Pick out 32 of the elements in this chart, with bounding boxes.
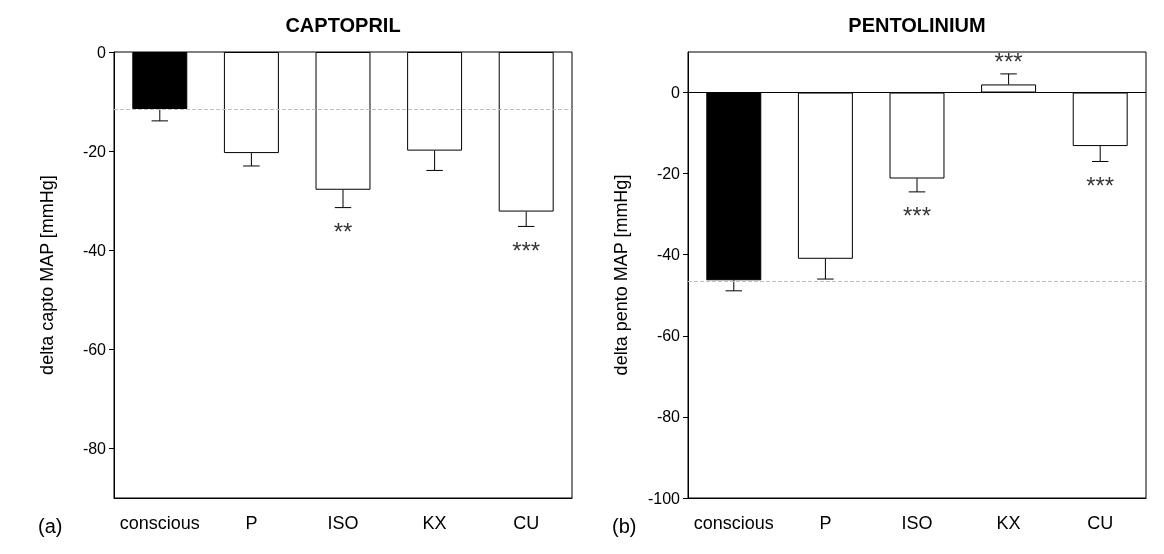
x-tick-label: P — [819, 513, 832, 533]
x-tick-label: ISO — [327, 513, 359, 533]
annotation: ** — [333, 218, 353, 246]
annotation: *** — [512, 236, 541, 264]
y-tick-label: -60 — [82, 340, 107, 358]
chart-title: PENTOLINIUM — [848, 14, 986, 36]
y-tick-label: -20 — [82, 142, 107, 160]
y-tick-label: 0 — [97, 43, 107, 61]
x-tick-label: conscious — [119, 513, 200, 533]
x-tick-label: CU — [513, 513, 540, 533]
x-tick-label: CU — [1087, 513, 1114, 533]
y-tick-label: -40 — [82, 241, 107, 259]
y-tick-label: -40 — [656, 246, 681, 264]
y-tick-label: -20 — [656, 165, 681, 183]
x-tick-label: conscious — [693, 513, 774, 533]
chart-title: CAPTOPRIL — [285, 14, 401, 36]
y-tick-label: -80 — [82, 439, 107, 457]
x-tick-label: KX — [422, 513, 447, 533]
annotation: *** — [994, 48, 1023, 76]
annotation: *** — [902, 202, 932, 230]
x-tick-label: P — [245, 513, 258, 533]
y-tick-label: 0 — [671, 84, 681, 102]
y-tick-label: -60 — [656, 327, 681, 345]
text: (b) — [612, 515, 637, 537]
annotation: *** — [1086, 171, 1115, 199]
text: (a) — [38, 515, 63, 537]
y-axis-title: delta capto MAP [mmHg] — [37, 175, 57, 375]
y-axis-title: delta pento MAP [mmHg] — [611, 174, 631, 376]
x-tick-label: ISO — [901, 513, 933, 533]
x-tick-label: KX — [996, 513, 1021, 533]
y-tick-label: -100 — [647, 489, 681, 507]
y-tick-label: -80 — [656, 408, 681, 426]
